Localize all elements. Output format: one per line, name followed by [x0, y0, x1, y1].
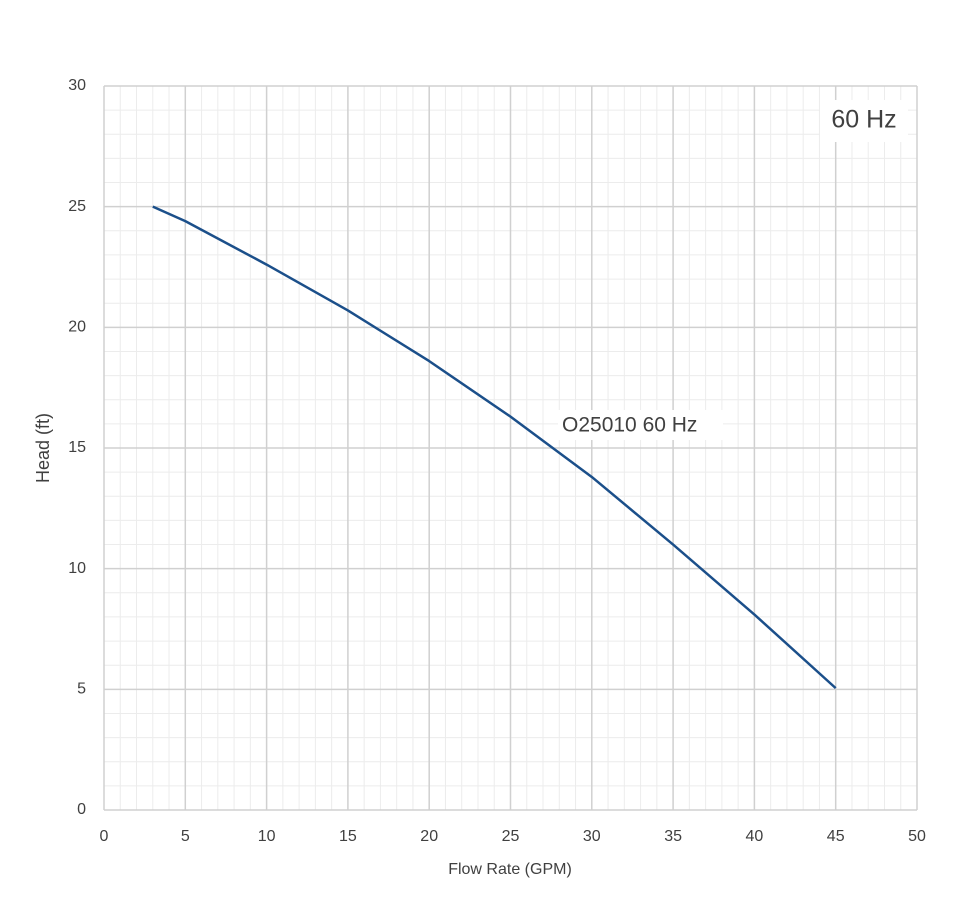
- y-tick-label: 5: [77, 681, 86, 698]
- x-tick-label: 10: [258, 828, 276, 845]
- y-tick-label: 0: [77, 801, 86, 818]
- series-line: [152, 205, 837, 690]
- x-tick-label: 30: [583, 828, 601, 845]
- series-label: O25010 60 Hz: [562, 414, 697, 437]
- y-tick-label: 10: [68, 560, 86, 577]
- annotation-bg: [820, 100, 908, 142]
- x-tick-label: 35: [664, 828, 682, 845]
- x-tick-label: 25: [502, 828, 520, 845]
- y-axis-label: Head (ft): [33, 413, 53, 483]
- y-tick-label: 20: [68, 319, 86, 336]
- x-tick-label: 20: [420, 828, 438, 845]
- y-tick-label: 30: [68, 77, 86, 94]
- x-tick-label: 45: [827, 828, 845, 845]
- annotation: 60 Hz: [831, 106, 896, 134]
- x-tick-label: 5: [181, 828, 190, 845]
- y-tick-label: 15: [68, 439, 86, 456]
- x-tick-label: 15: [339, 828, 357, 845]
- series-label-bg: [558, 410, 723, 440]
- x-axis-label: Flow Rate (GPM): [448, 861, 572, 878]
- x-tick-label: 40: [746, 828, 764, 845]
- y-tick-label: 25: [68, 198, 86, 215]
- x-tick-label: 0: [100, 828, 109, 845]
- x-tick-label: 50: [908, 828, 926, 845]
